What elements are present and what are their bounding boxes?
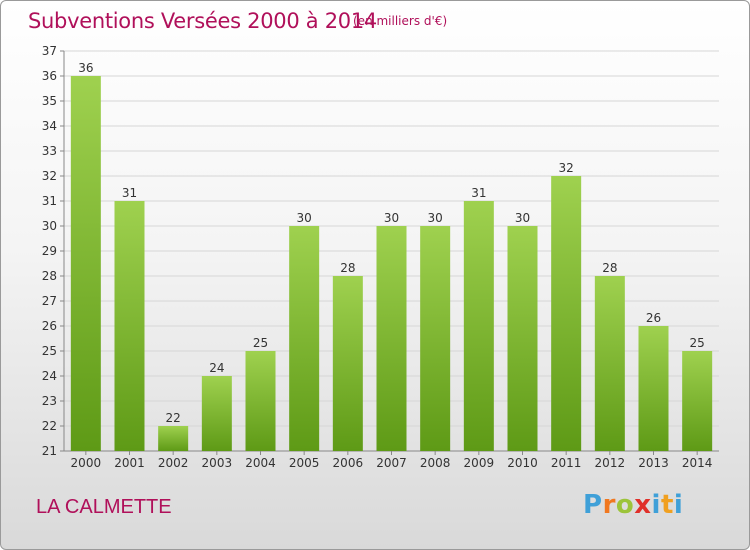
bar-value-label: 36: [78, 61, 93, 75]
y-tick-label: 32: [42, 169, 57, 183]
x-tick-labels: 2000 2001 2002 2003 2004 2005 2006 2007 2008 2009…: [71, 456, 713, 470]
y-tick-label: 35: [42, 94, 57, 108]
bar-value-label: 28: [602, 261, 617, 275]
bar: [638, 326, 669, 451]
bar: [594, 276, 625, 451]
x-tick-label: 2001: [114, 456, 145, 470]
bar-value-label: 30: [515, 211, 530, 225]
bar-value-label: 32: [559, 161, 574, 175]
bar-value-label: 31: [122, 186, 137, 200]
commune-name: LA CALMETTE: [36, 496, 172, 518]
bar-value-label: 22: [166, 411, 181, 425]
x-tick-label: 2009: [464, 456, 495, 470]
bar: [463, 201, 494, 451]
bar-value-label: 30: [384, 211, 399, 225]
x-tick-label: 2006: [333, 456, 364, 470]
y-tick-label: 33: [42, 144, 57, 158]
bar: [420, 226, 451, 451]
bar-value-label: 28: [340, 261, 355, 275]
x-tick-label: 2003: [202, 456, 233, 470]
x-tick-label: 2002: [158, 456, 189, 470]
x-tick-label: 2013: [638, 456, 669, 470]
bar: [332, 276, 363, 451]
proxiti-logo: Proxiti: [583, 490, 684, 520]
bar: [551, 176, 582, 451]
value-labels: 36 31 22 24 25 30 28 30 30 31 30 32 28 26 25: [78, 61, 705, 425]
chart-title: Subventions Versées 2000 à 2014: [28, 9, 377, 33]
bar-value-label: 26: [646, 311, 661, 325]
bar: [70, 76, 101, 451]
y-tick-label: 29: [42, 244, 57, 258]
y-tick-label: 36: [42, 69, 57, 83]
bar: [682, 351, 713, 451]
y-tick-label: 27: [42, 294, 57, 308]
bar: [201, 376, 232, 451]
bar-value-label: 25: [253, 336, 268, 350]
bar-value-label: 24: [209, 361, 224, 375]
bar: [158, 426, 189, 451]
bar: [114, 201, 145, 451]
x-tick-label: 2012: [595, 456, 626, 470]
chart-subtitle: (en milliers d'€): [353, 14, 448, 28]
x-tick-label: 2014: [682, 456, 713, 470]
x-tick-label: 2005: [289, 456, 320, 470]
y-tick-label: 34: [42, 119, 57, 133]
y-tick-label: 31: [42, 194, 57, 208]
bars: [70, 76, 713, 451]
x-tick-label: 2000: [71, 456, 102, 470]
y-tick-labels: 21 22 23 24 25 26 27 28 29 30 31 32 33 34 35 36 37: [42, 44, 57, 458]
y-tick-label: 26: [42, 319, 57, 333]
bar: [507, 226, 538, 451]
bar-value-label: 30: [428, 211, 443, 225]
bar-value-label: 25: [690, 336, 705, 350]
y-tick-label: 23: [42, 394, 57, 408]
x-tick-label: 2010: [507, 456, 538, 470]
y-tick-label: 37: [42, 44, 57, 58]
bar-value-label: 30: [297, 211, 312, 225]
y-tick-label: 22: [42, 419, 57, 433]
y-tick-label: 24: [42, 369, 57, 383]
y-tick-label: 25: [42, 344, 57, 358]
y-tick-label: 30: [42, 219, 57, 233]
bar: [245, 351, 276, 451]
x-tick-label: 2011: [551, 456, 582, 470]
bar-value-label: 31: [471, 186, 486, 200]
y-tick-label: 28: [42, 269, 57, 283]
y-tick-label: 21: [42, 444, 57, 458]
x-tick-label: 2007: [376, 456, 407, 470]
bar: [289, 226, 320, 451]
x-tick-label: 2008: [420, 456, 451, 470]
bar: [376, 226, 407, 451]
x-tick-label: 2004: [245, 456, 276, 470]
